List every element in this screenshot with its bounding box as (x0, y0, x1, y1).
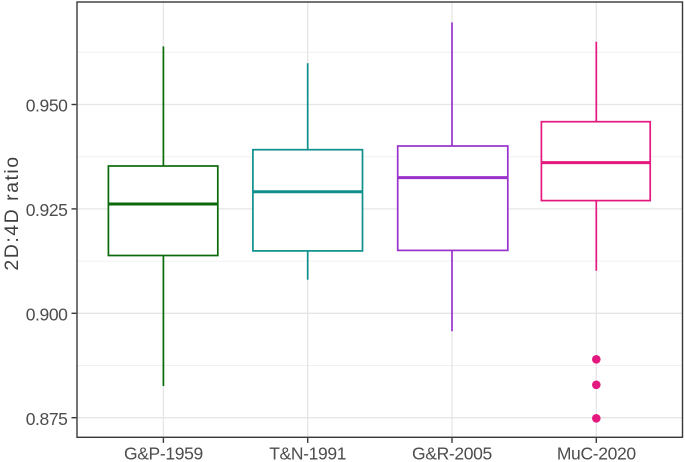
svg-text:MuC-2020: MuC-2020 (557, 444, 637, 462)
svg-text:2D:4D ratio: 2D:4D ratio (1, 155, 23, 270)
svg-text:0.900: 0.900 (26, 305, 68, 325)
svg-text:0.950: 0.950 (26, 96, 68, 116)
svg-text:G&P-1959: G&P-1959 (124, 444, 203, 462)
svg-text:T&N-1991: T&N-1991 (269, 444, 346, 462)
svg-text:0.875: 0.875 (26, 409, 68, 429)
svg-text:G&R-2005: G&R-2005 (412, 444, 492, 462)
svg-text:0.925: 0.925 (26, 200, 68, 220)
